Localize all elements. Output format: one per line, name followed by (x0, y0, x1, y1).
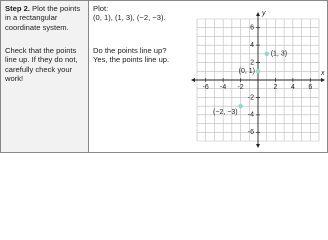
point-label: (1, 3) (271, 51, 287, 58)
plot-heading: Plot: (93, 4, 109, 13)
step-label: Step 2. (5, 4, 30, 13)
point (264, 51, 269, 57)
point (238, 103, 243, 109)
point (255, 69, 261, 74)
page: Step 2. Plot the points in a rectangular… (0, 0, 328, 153)
y-tick-label: -4 (248, 112, 254, 119)
x-tick-label: 2 (273, 84, 277, 91)
x-tick-label: 4 (291, 84, 295, 91)
step-text: Plot the points in a rectangular coordin… (5, 4, 81, 32)
question: Do the points line up? (93, 46, 167, 55)
x-tick-label: -2 (237, 84, 243, 91)
y-axis-label: y (261, 10, 266, 17)
x-axis-label: x (320, 70, 325, 77)
point-label: (−2, −3) (213, 109, 238, 116)
plot-cell: Plot: (0, 1), (1, 3), (−2, −3). (93, 4, 198, 23)
question-cell: Do the points line up? Yes, the points l… (93, 46, 198, 65)
x-tick-label: -6 (203, 84, 209, 91)
y-tick-label: 2 (250, 59, 254, 66)
y-tick-label: -6 (248, 129, 254, 136)
y-tick-label: 4 (250, 42, 254, 49)
y-tick-label: -2 (248, 94, 254, 101)
graph: x y -6 -4 -2 2 4 6 -6 -4 -2 2 4 6 (0, 1) (1, 3) (−2, −3) (191, 10, 325, 148)
check-text: Check that the points line up. If they d… (5, 46, 78, 84)
step-column (1, 1, 89, 152)
x-tick-label: 6 (308, 84, 312, 91)
answer: Yes, the points line up. (93, 55, 170, 65)
point-label: (0, 1) (239, 68, 255, 75)
plot-points: (0, 1), (1, 3), (−2, −3). (93, 13, 166, 23)
y-tick-label: 6 (250, 25, 254, 32)
x-tick-label: -4 (220, 84, 226, 91)
step-cell: Step 2. Plot the points in a rectangular… (5, 4, 85, 32)
